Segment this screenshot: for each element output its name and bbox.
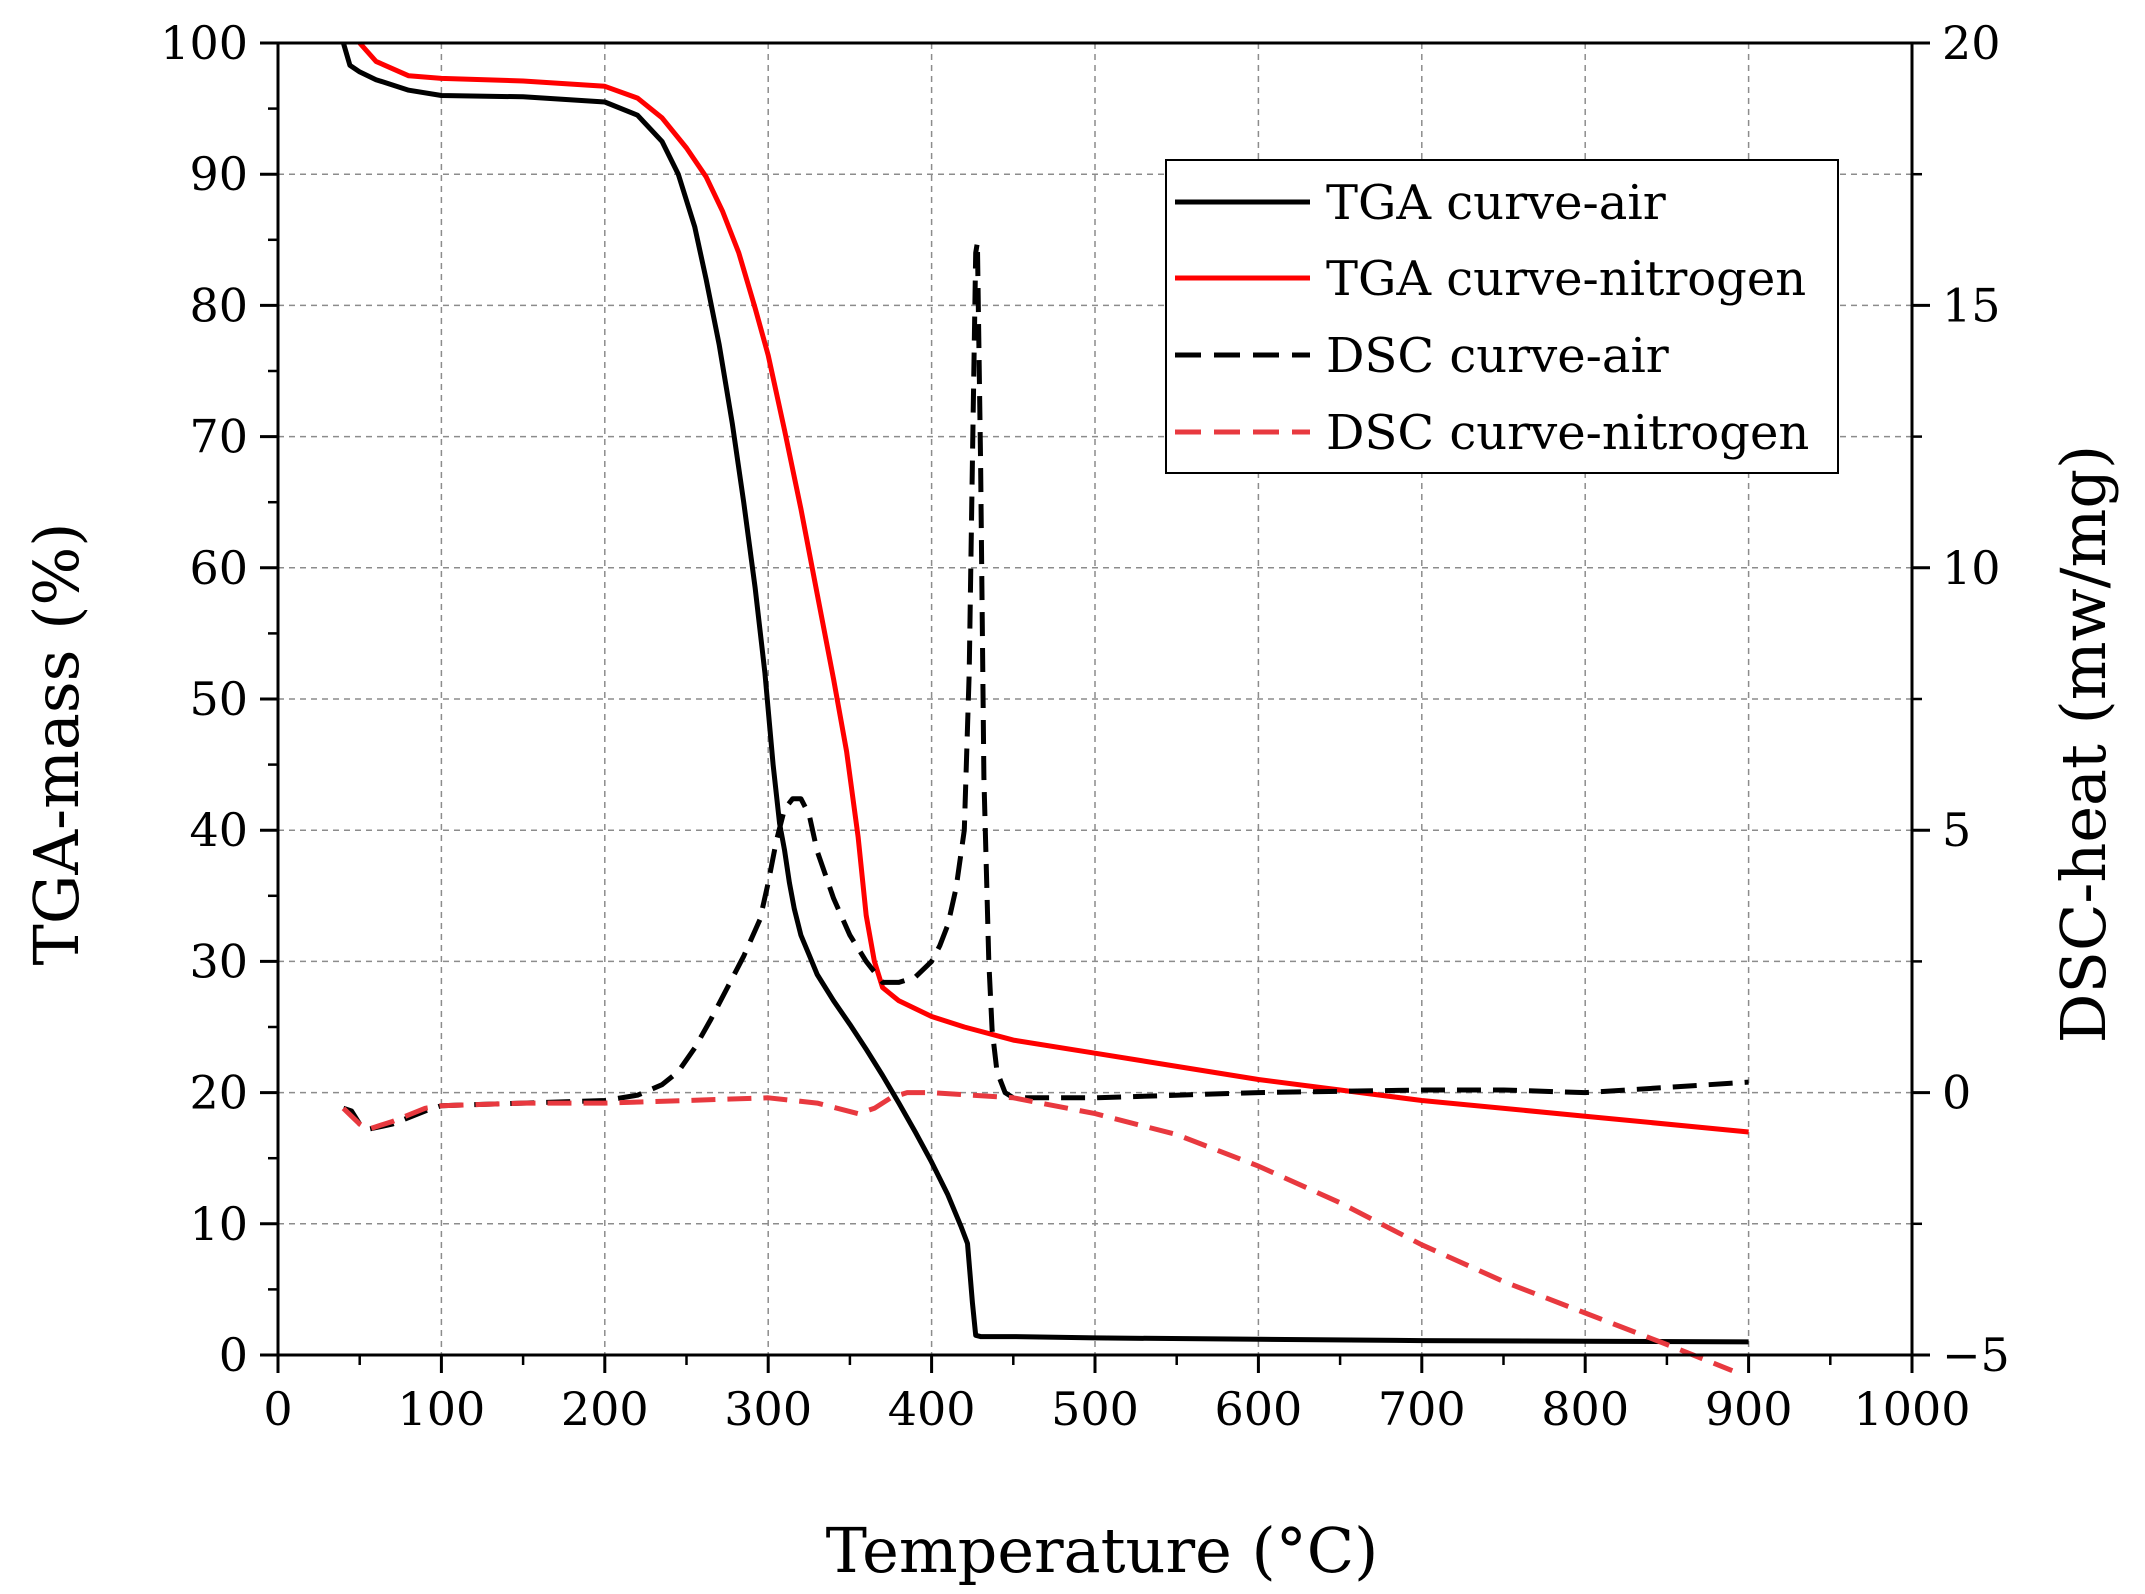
series-line-tga-curve-air <box>340 42 1749 1345</box>
axes <box>260 41 1930 1373</box>
y-left-tick-label: 90 <box>189 147 248 201</box>
y-right-tick-label: 10 <box>1942 541 2001 595</box>
y-right-tick-label: −5 <box>1942 1328 2010 1382</box>
x-tick-label: 100 <box>397 1382 485 1436</box>
x-tick-label: 0 <box>263 1382 292 1436</box>
y-left-tick-label: 20 <box>189 1066 248 1120</box>
y-left-tick-label: 100 <box>160 16 248 70</box>
x-tick-label: 200 <box>561 1382 649 1436</box>
x-tick-label: 400 <box>888 1382 976 1436</box>
x-tick-label: 500 <box>1051 1382 1139 1436</box>
tick-labels: 0 100 200 300 400 500 600 700 800 900 100001020304… <box>160 16 2010 1436</box>
legend-box <box>1165 159 1839 474</box>
series-line-dsc-curve-air <box>342 239 1749 1132</box>
x-tick-label: 300 <box>724 1382 812 1436</box>
x-tick-label: 1000 <box>1853 1382 1970 1436</box>
y-right-tick-label: 15 <box>1942 278 2001 332</box>
y-left-tick-label: 50 <box>189 672 248 726</box>
legend-label-tga-air: TGA curve-air <box>1326 175 1666 231</box>
series-layer <box>340 41 1749 1374</box>
plot-frame <box>276 41 1914 1357</box>
y-right-tick-label: 0 <box>1942 1066 1971 1120</box>
y-left-tick-label: 70 <box>189 410 248 464</box>
x-axis-title: Temperature (°C) <box>826 1514 1379 1587</box>
y-right-axis-title: DSC-heat (mw/mg) <box>2047 445 2120 1043</box>
x-tick-label: 900 <box>1705 1382 1793 1436</box>
y-left-axis-title: TGA-mass (%) <box>20 523 93 966</box>
y-left-tick-label: 40 <box>189 803 248 857</box>
y-left-tick-label: 10 <box>189 1197 248 1251</box>
legend-label-tga-nitrogen: TGA curve-nitrogen <box>1326 251 1806 307</box>
x-tick-label: 600 <box>1214 1382 1302 1436</box>
y-left-tick-label: 30 <box>189 934 248 988</box>
grid <box>278 43 1912 1355</box>
y-right-tick-label: 5 <box>1942 803 1971 857</box>
series-line-dsc-curve-nitrogen <box>341 1090 1734 1374</box>
x-tick-label: 700 <box>1378 1382 1466 1436</box>
y-left-tick-label: 0 <box>219 1328 248 1382</box>
y-left-tick-label: 60 <box>189 541 248 595</box>
legend-label-dsc-nitrogen: DSC curve-nitrogen <box>1326 405 1809 461</box>
series-line-tga-curve-nitrogen <box>357 41 1749 1135</box>
y-right-tick-label: 20 <box>1942 16 2001 70</box>
legend: TGA curve-air TGA curve-nitrogen DSC cur… <box>1165 159 1839 474</box>
x-tick-label: 800 <box>1541 1382 1629 1436</box>
legend-label-dsc-air: DSC curve-air <box>1326 328 1669 384</box>
y-left-tick-label: 80 <box>189 278 248 332</box>
